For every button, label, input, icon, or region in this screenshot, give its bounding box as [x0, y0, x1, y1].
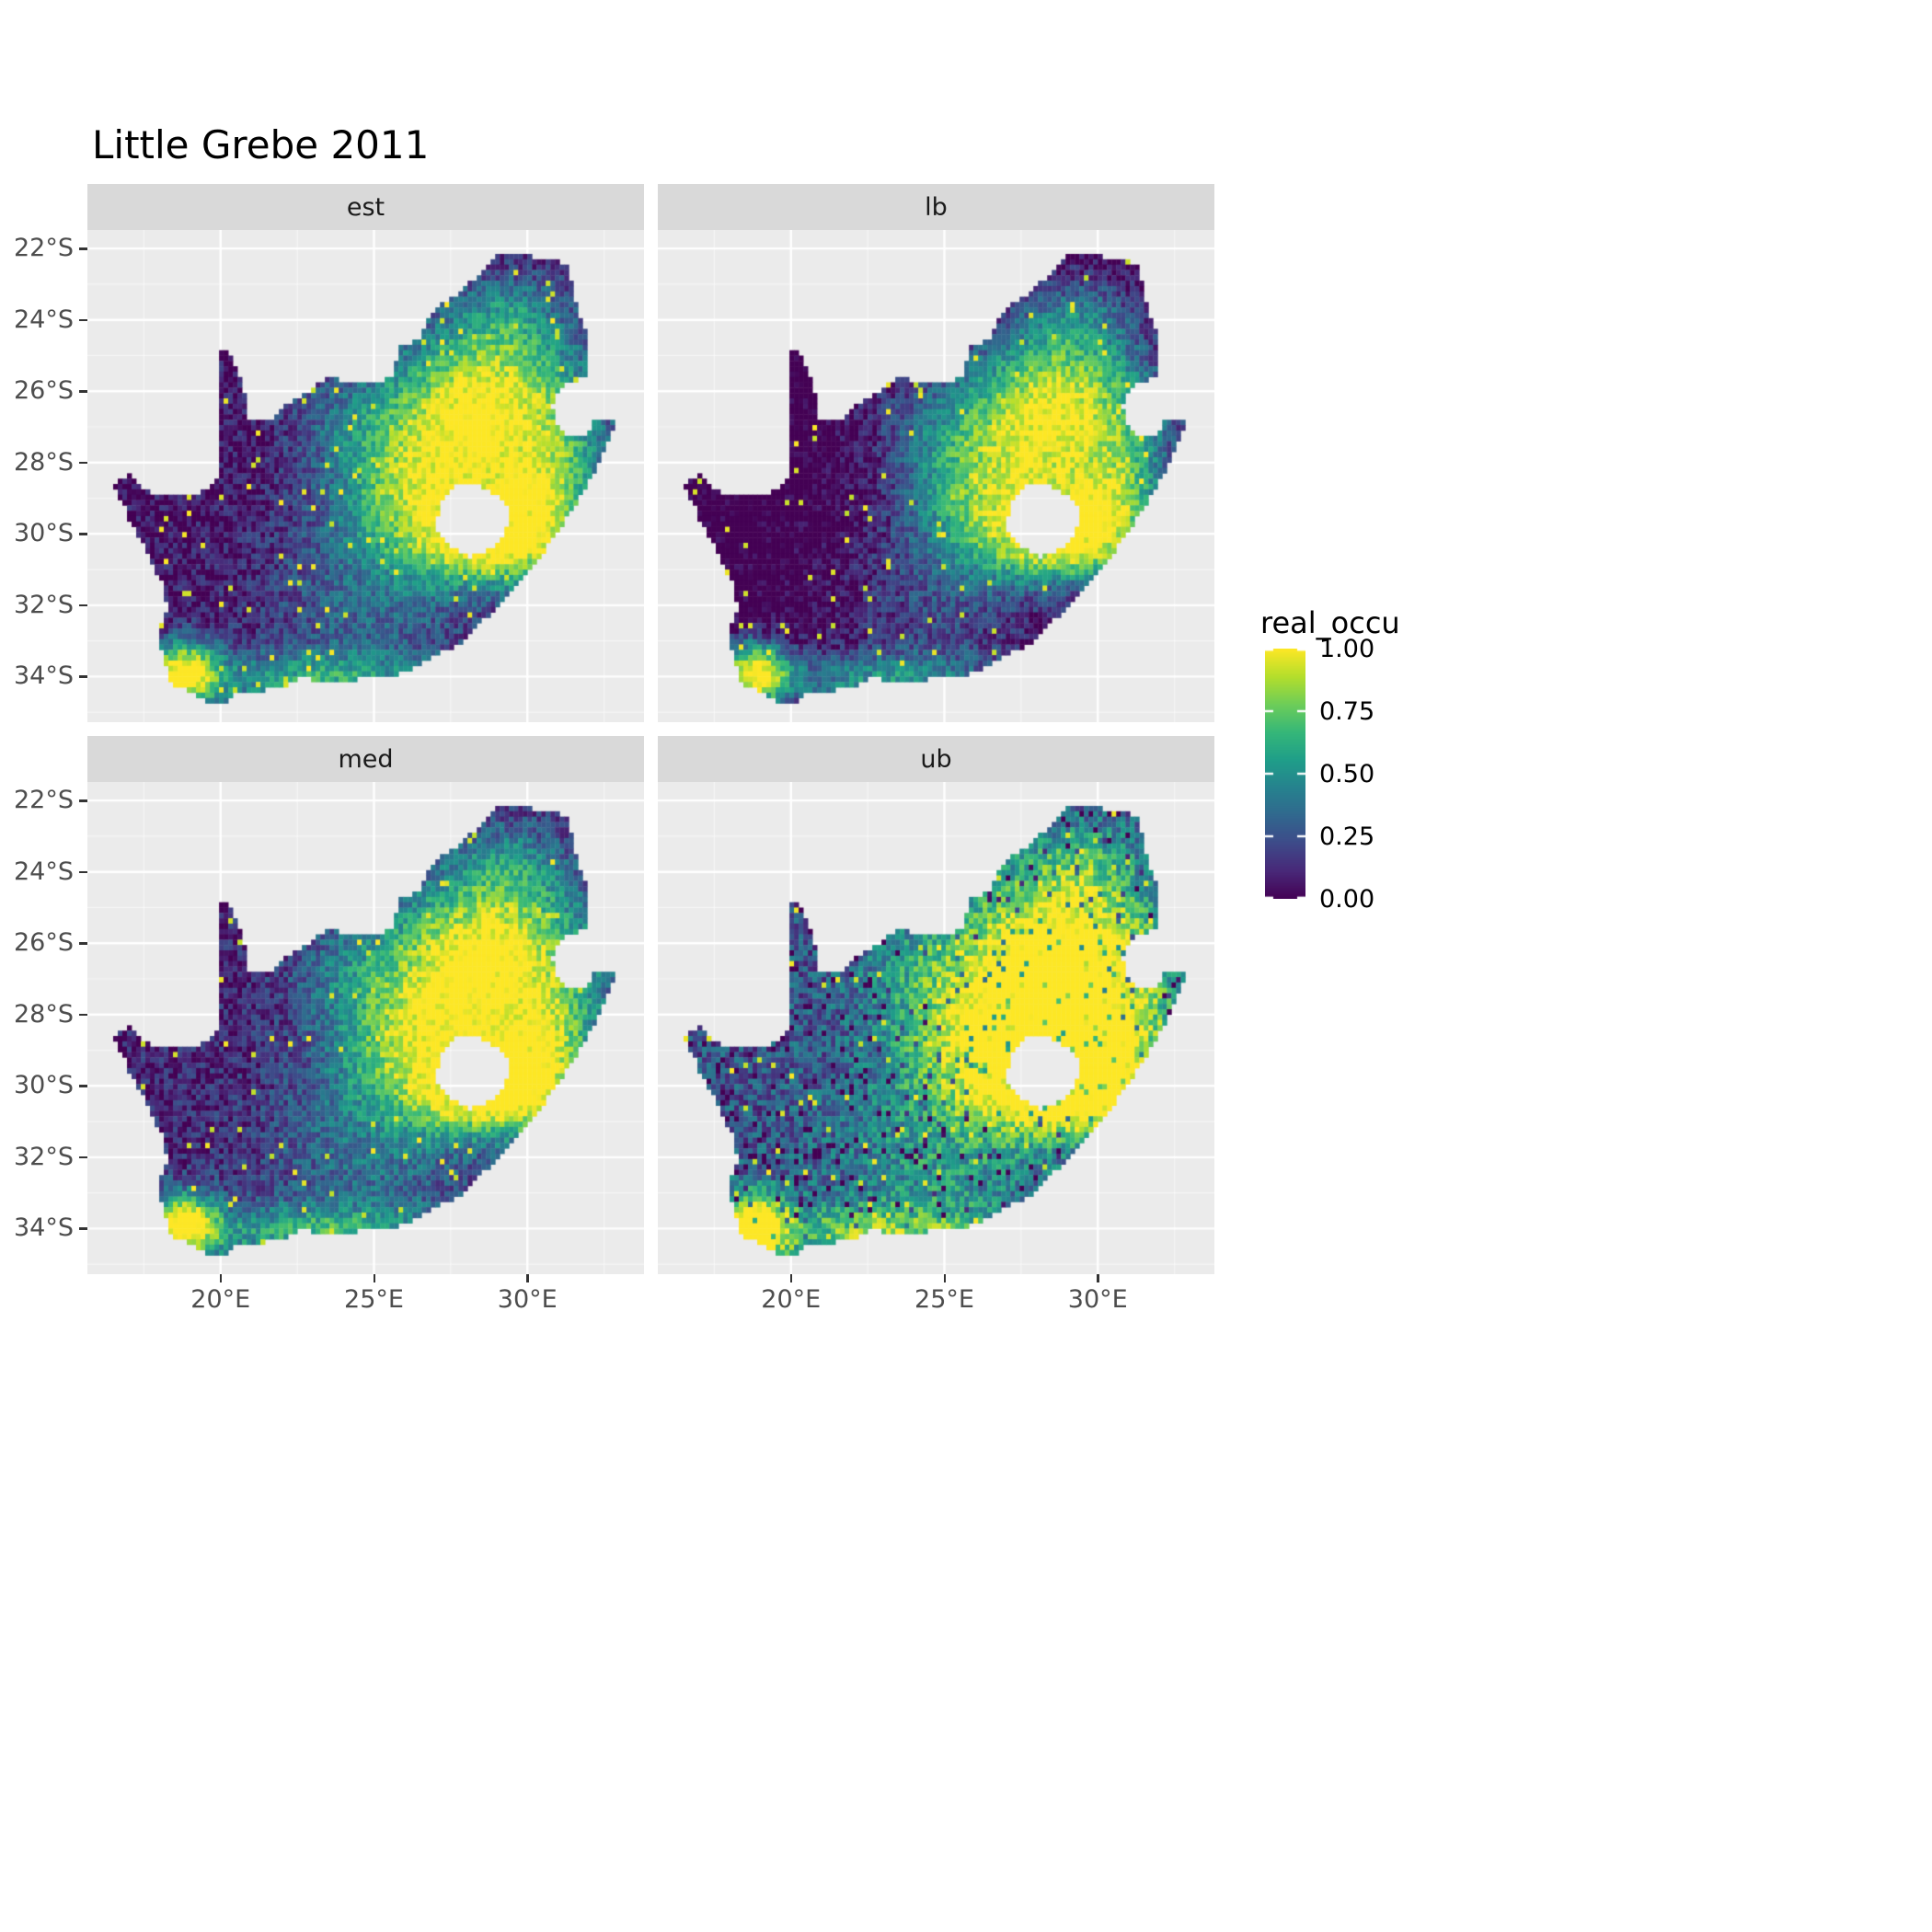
- axis-tick: [79, 1227, 87, 1230]
- map-panel-ub: [658, 782, 1214, 1274]
- y-axis-label: 30°S: [14, 1071, 74, 1100]
- axis-tick: [79, 1156, 87, 1159]
- axis-tick: [79, 1013, 87, 1017]
- x-axis-label: 30°E: [1067, 1285, 1128, 1314]
- x-axis-label: 20°E: [190, 1285, 251, 1314]
- axis-tick: [79, 318, 87, 322]
- axis-tick: [79, 675, 87, 678]
- y-axis-label: 22°S: [14, 786, 74, 815]
- axis-tick: [79, 1085, 87, 1087]
- y-axis-label: 30°S: [14, 519, 74, 548]
- plot-title: Little Grebe 2011: [92, 122, 430, 167]
- legend-colorbar: [1265, 649, 1305, 899]
- map-panel-lb: [658, 230, 1214, 722]
- legend-label: 1.00: [1319, 635, 1375, 663]
- facet-strip-est: est: [87, 184, 644, 230]
- axis-tick: [79, 799, 87, 802]
- legend-label: 0.75: [1319, 697, 1375, 726]
- y-axis-label: 24°S: [14, 857, 74, 886]
- axis-tick: [373, 1274, 375, 1282]
- axis-tick: [79, 247, 87, 250]
- facet-strip-label: est: [346, 192, 385, 222]
- facet-strip-ub: ub: [658, 736, 1214, 782]
- x-axis-label: 25°E: [344, 1285, 404, 1314]
- y-axis-label: 26°S: [14, 928, 74, 958]
- facet-strip-med: med: [87, 736, 644, 782]
- axis-tick: [79, 604, 87, 607]
- axis-tick: [526, 1274, 529, 1282]
- legend-label: 0.50: [1319, 760, 1375, 788]
- facet-strip-label: med: [338, 744, 394, 774]
- axis-tick: [79, 942, 87, 945]
- y-axis-label: 34°S: [14, 1213, 74, 1243]
- axis-tick: [79, 390, 87, 393]
- map-panel-med: [87, 782, 644, 1274]
- legend-title: real_occu: [1260, 605, 1400, 640]
- y-axis-label: 28°S: [14, 447, 74, 477]
- facet-strip-label: ub: [920, 744, 952, 774]
- axis-tick: [1097, 1274, 1099, 1282]
- legend-label: 0.25: [1319, 822, 1375, 851]
- y-axis-label: 26°S: [14, 376, 74, 406]
- y-axis-label: 32°S: [14, 590, 74, 619]
- axis-tick: [79, 533, 87, 535]
- y-axis-label: 22°S: [14, 234, 74, 263]
- y-axis-label: 32°S: [14, 1142, 74, 1171]
- x-axis-label: 25°E: [914, 1285, 974, 1314]
- x-axis-label: 30°E: [497, 1285, 558, 1314]
- facet-strip-label: lb: [925, 192, 948, 222]
- axis-tick: [79, 870, 87, 874]
- legend-label: 0.00: [1319, 885, 1375, 914]
- map-panel-est: [87, 230, 644, 722]
- y-axis-label: 24°S: [14, 305, 74, 334]
- y-axis-label: 34°S: [14, 661, 74, 691]
- facet-strip-lb: lb: [658, 184, 1214, 230]
- axis-tick: [943, 1274, 946, 1282]
- axis-tick: [219, 1274, 223, 1282]
- axis-tick: [789, 1274, 793, 1282]
- y-axis-label: 28°S: [14, 999, 74, 1029]
- x-axis-label: 20°E: [761, 1285, 822, 1314]
- axis-tick: [79, 461, 87, 465]
